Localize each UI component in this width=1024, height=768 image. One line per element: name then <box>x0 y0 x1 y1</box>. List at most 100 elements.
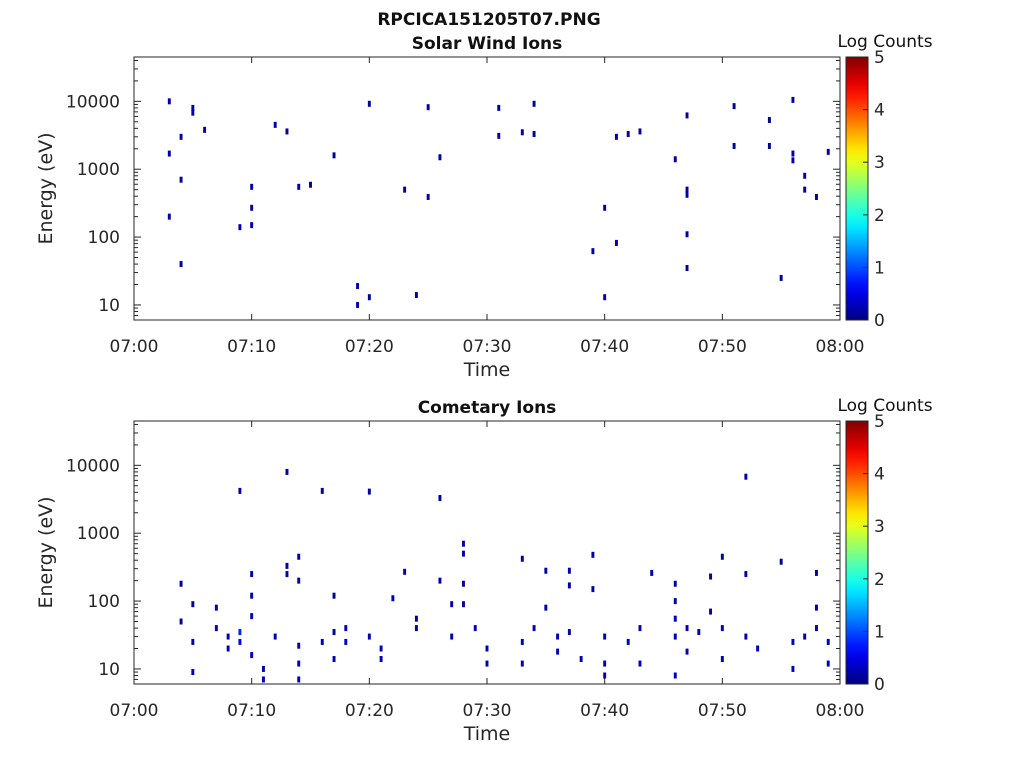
data-cell <box>273 121 277 128</box>
x-tick-label: 07:20 <box>345 337 394 357</box>
data-cell <box>214 604 218 611</box>
data-cell <box>814 625 818 632</box>
data-cell <box>532 131 536 138</box>
data-cell <box>520 660 524 667</box>
panel-title: Cometary Ions <box>418 398 557 418</box>
data-cell <box>826 148 830 155</box>
data-cell <box>803 186 807 193</box>
colorbar-tick-label: 0 <box>874 675 885 695</box>
data-cell <box>685 112 689 119</box>
data-cell <box>285 562 289 569</box>
colorbar-tick-label: 4 <box>874 101 885 121</box>
data-cell <box>791 150 795 157</box>
data-cell <box>603 660 607 667</box>
data-cell <box>591 551 595 558</box>
data-cell <box>791 157 795 164</box>
colorbar-tick-label: 3 <box>874 517 885 537</box>
data-cell <box>203 126 207 133</box>
x-tick-label: 07:30 <box>463 337 512 357</box>
colorbar <box>845 56 869 321</box>
x-tick-label: 07:50 <box>698 337 747 357</box>
data-cell <box>685 191 689 198</box>
data-cell <box>685 186 689 193</box>
data-cell <box>403 568 407 575</box>
data-cell <box>403 186 407 193</box>
data-cell <box>603 672 607 679</box>
data-cell <box>191 601 195 608</box>
data-cell <box>426 104 430 111</box>
x-tick-label: 07:40 <box>580 337 629 357</box>
data-cell <box>826 660 830 667</box>
data-cell <box>332 592 336 599</box>
data-cell <box>438 577 442 584</box>
colorbar-tick-label: 4 <box>874 465 885 485</box>
colorbar-tick-label: 5 <box>874 412 885 432</box>
data-cell <box>520 555 524 562</box>
x-tick-label: 07:30 <box>463 701 512 721</box>
data-cell <box>238 224 242 231</box>
data-cell <box>626 638 630 645</box>
data-cell <box>673 156 677 163</box>
data-cell <box>250 613 254 620</box>
panel-title: Solar Wind Ions <box>412 34 563 54</box>
data-cell <box>250 222 254 229</box>
colorbar-tick-label: 2 <box>874 206 885 226</box>
data-cell <box>614 133 618 140</box>
data-cell <box>579 656 583 663</box>
data-cell <box>685 265 689 272</box>
data-cell <box>567 567 571 574</box>
data-cell <box>544 567 548 574</box>
data-cell <box>438 154 442 161</box>
data-cell <box>320 638 324 645</box>
colorbar-label: Log Counts <box>837 32 932 52</box>
data-cell <box>450 633 454 640</box>
data-cell <box>532 625 536 632</box>
x-tick-label: 07:50 <box>698 701 747 721</box>
data-cell <box>438 495 442 502</box>
x-tick-label: 07:10 <box>227 337 276 357</box>
x-axis-label: Time <box>463 359 511 381</box>
data-cell <box>567 582 571 589</box>
data-cell <box>261 676 265 683</box>
y-tick-label: 1000 <box>77 524 120 544</box>
data-cell <box>191 109 195 116</box>
data-cell <box>673 598 677 605</box>
data-cell <box>485 645 489 652</box>
data-cell <box>638 128 642 135</box>
data-cell <box>261 665 265 672</box>
data-cell <box>332 152 336 159</box>
data-cell <box>673 615 677 622</box>
data-cell <box>191 104 195 111</box>
data-cell <box>779 558 783 565</box>
x-tick-label: 07:40 <box>580 701 629 721</box>
cometary-ions-panel: Cometary Ions 07:00 07:10 07:20 07:30 07:40 07… <box>35 396 933 745</box>
data-cell <box>332 629 336 636</box>
data-cell <box>426 193 430 200</box>
data-cell <box>273 633 277 640</box>
colorbar <box>845 420 869 685</box>
data-cell <box>697 629 701 636</box>
data-cell <box>285 571 289 578</box>
data-cell <box>367 488 371 495</box>
data-cell <box>179 133 183 140</box>
data-cell <box>167 213 171 220</box>
data-cell <box>226 645 230 652</box>
data-cell <box>744 473 748 480</box>
data-cell <box>532 100 536 107</box>
data-cell <box>332 656 336 663</box>
data-cell <box>297 577 301 584</box>
data-cell <box>673 672 677 679</box>
data-cell <box>167 98 171 105</box>
data-cell <box>461 550 465 557</box>
data-cell <box>179 618 183 625</box>
data-cell <box>544 604 548 611</box>
data-cell <box>414 625 418 632</box>
data-cell <box>756 645 760 652</box>
y-tick-label: 10000 <box>66 92 120 112</box>
data-cell <box>720 553 724 560</box>
data-cell <box>744 571 748 578</box>
data-cell <box>814 604 818 611</box>
data-cell <box>461 580 465 587</box>
data-cell <box>638 660 642 667</box>
data-cell <box>497 132 501 139</box>
